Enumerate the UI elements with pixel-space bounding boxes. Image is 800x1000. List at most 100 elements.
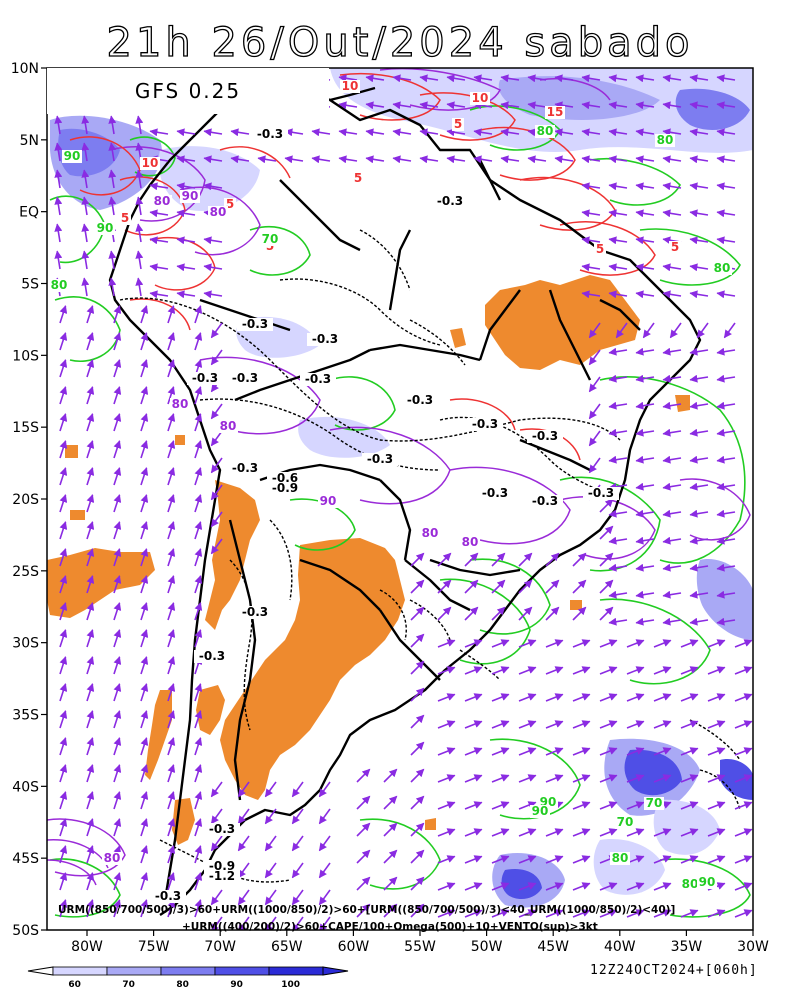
wind-arrow [464,666,483,675]
wind-arrow [167,737,176,756]
wind-arrow [734,639,753,648]
red-contour-label: 15 [547,105,564,119]
wind-arrow [318,862,331,879]
run-timestamp-label: 12Z24OCT2024+[060h] [590,963,758,978]
wind-arrow [716,290,736,299]
wind-arrow [410,822,425,837]
wind-arrow [581,236,601,245]
contour-label-bg [237,318,273,331]
wind-arrow [108,115,117,135]
wind-arrow [140,440,149,459]
wind-arrow [365,74,385,83]
wind-arrow [635,563,655,572]
longitude-axis: 80W 75W 70W 65W 60W 55W 50W 45W 40W 35W 30W [71,930,769,955]
caption-line-2: +URM((400/200)/2)>60+CAPE/100+Omega(500)… [182,921,598,933]
colorbar: 60 70 80 90 100 [27,966,349,990]
model-label: GFS 0.25 [47,68,329,114]
wind-arrow [59,629,68,648]
wind-arrow [318,808,331,825]
wind-arrow [680,666,699,675]
wind-arrow [464,801,483,810]
wind-arrow [113,440,122,459]
lon-label: 45W [537,939,569,955]
wind-arrow [86,656,95,675]
wind-arrow [588,403,601,420]
wind-arrow [194,575,203,594]
wind-arrow [81,223,90,243]
wind-arrow [140,494,149,513]
wind-arrow [635,347,655,356]
green-contour-label: 80 [682,877,699,891]
wind-arrow [167,413,176,432]
wind-arrow [410,714,425,729]
contour-label-bg [583,487,619,500]
wind-arrow [113,575,122,594]
wind-arrow [653,909,672,918]
wind-arrow [81,115,90,135]
wind-arrow [599,639,618,648]
wind-arrow [518,828,537,837]
wind-arrow [113,629,122,648]
wind-arrow [626,747,645,756]
wind-arrow [392,74,412,83]
wind-arrow [230,155,250,164]
contour-label-bg [140,157,160,170]
wind-arrow [545,882,564,891]
wind-arrow [588,457,601,474]
wind-arrow [572,666,591,675]
wind-arrow [635,236,655,245]
wind-arrow [491,720,510,729]
contour-label-bg [252,128,288,141]
wind-arrow [608,290,628,299]
cape-shading [47,275,690,845]
contour-label-bg [527,495,563,508]
wind-arrow [716,182,736,191]
wind-arrow [723,322,736,339]
contour-label-bg [204,860,240,873]
contour-label-bg [318,495,338,508]
colorbar-tick-label: 70 [122,980,135,990]
wind-arrow [176,263,196,272]
wind-arrow [662,347,682,356]
wind-arrow [653,855,672,864]
wind-arrow [554,101,574,110]
wind-arrow [689,401,709,410]
colorbar-tick-label: 80 [176,980,189,990]
wind-arrow [716,347,736,356]
wind-arrow [149,236,169,245]
wind-arrow [167,656,176,675]
wind-arrow [518,882,537,891]
wind-arrow [689,155,709,164]
wind-arrow [210,889,223,906]
wind-arrow [464,909,483,918]
wind-arrow [410,687,425,702]
wind-arrow [291,916,304,930]
black-contour-label: -0.3 [257,127,283,141]
wind-arrow [176,182,196,191]
wind-arrow [311,128,331,137]
wind-arrow [167,440,176,459]
wind-arrow [338,74,358,83]
wind-arrow [689,128,709,137]
wind-arrow [194,818,203,837]
contour-label-bg [180,190,200,203]
contour-label-bg [218,420,238,433]
green-contour-label: 70 [617,815,634,829]
wind-arrow [734,828,753,837]
wind-arrow [491,909,510,918]
wind-arrow [689,590,709,599]
purple-contour-label: 80 [154,194,171,208]
wind-arrow [707,747,726,756]
wind-arrow [545,579,560,594]
wind-arrow [626,801,645,810]
wind-arrow [264,889,277,906]
contour-label-bg [307,333,343,346]
wind-arrow [437,855,456,864]
wind-arrow [264,808,277,825]
wind-arrow [545,774,564,783]
contour-label-bg [362,453,398,466]
wind-arrow [410,849,425,864]
black-contour-label: -0.3 [532,494,558,508]
wind-arrow [86,467,95,486]
wind-arrow [140,845,149,864]
